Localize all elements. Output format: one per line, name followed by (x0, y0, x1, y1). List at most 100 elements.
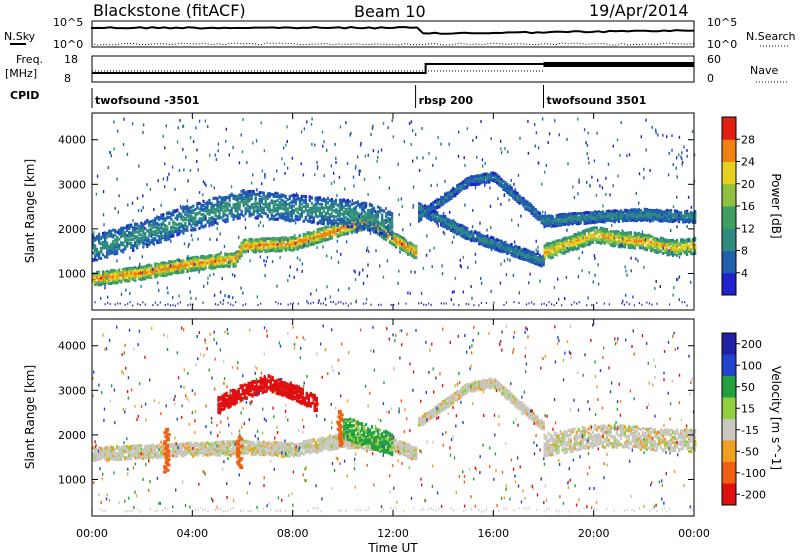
echo-cell (234, 197, 237, 201)
echo-cell (292, 219, 295, 223)
cpid-segment-label: twofsound -3501 (95, 94, 199, 107)
freq-tick-bottom: 8 (64, 72, 71, 85)
echo-cell (472, 236, 475, 240)
echo-cell (98, 282, 101, 286)
echo-cell (418, 218, 421, 222)
echo-cell (326, 206, 329, 210)
echo-cell (252, 205, 255, 209)
echo-cell (244, 244, 247, 248)
echo-cell (134, 276, 137, 280)
echo-cell (432, 213, 435, 217)
echo-cell (344, 199, 347, 203)
echo-cell (216, 209, 219, 213)
echo-cell (186, 267, 189, 271)
echo-cell (122, 248, 125, 252)
echo-cell (368, 213, 372, 216)
echo-cell (488, 238, 491, 241)
echo-cell (260, 238, 263, 242)
echo-cell (252, 192, 255, 196)
echo-cell (314, 233, 317, 237)
echo-cell (366, 228, 370, 232)
echo-cell (204, 266, 207, 270)
echo-cell (304, 244, 307, 248)
echo-cell (192, 258, 195, 262)
echo-cell (338, 228, 341, 232)
echo-cell (389, 217, 392, 221)
echo-cell (310, 239, 313, 243)
echo-cell (490, 242, 493, 246)
echo-cell (272, 245, 275, 249)
echo-cell (104, 238, 107, 242)
echo-cell (186, 263, 189, 267)
echo-cell (450, 229, 453, 232)
echo-cell (118, 273, 121, 277)
echo-cell (288, 218, 291, 222)
echo-cell (224, 253, 227, 257)
echo-cell (434, 210, 437, 214)
echo-cell (344, 202, 347, 206)
echo-cell (436, 217, 439, 221)
echo-cell (236, 255, 239, 259)
echo-cell (196, 205, 199, 209)
echo-cell (198, 207, 201, 211)
echo-cell (395, 238, 398, 242)
echo-cell (518, 252, 521, 256)
echo-cell (478, 231, 481, 235)
echo-cell (206, 255, 209, 259)
echo-cell (168, 261, 171, 265)
echo-cell (168, 230, 171, 234)
echo-cell (393, 241, 396, 245)
echo-cell (372, 220, 376, 223)
echo-cell (148, 224, 151, 228)
echo-cell (486, 239, 489, 243)
echo-cell (120, 273, 123, 277)
echo-cell (482, 234, 485, 238)
echo-cell (116, 271, 119, 275)
echo-cell (322, 228, 325, 232)
echo-cell (540, 260, 543, 264)
echo-cell (397, 237, 400, 241)
echo-cell (214, 214, 217, 217)
echo-cell (444, 215, 447, 219)
echo-cell (528, 249, 531, 253)
echo-cell (366, 225, 370, 228)
echo-cell (368, 223, 372, 227)
echo-cell (202, 204, 205, 207)
echo-cell (444, 200, 447, 204)
echo-cell (448, 226, 451, 230)
echo-cell (126, 234, 129, 237)
echo-cell (96, 282, 99, 286)
echo-cell (264, 249, 267, 253)
echo-cell (208, 212, 211, 216)
echo-cell (405, 239, 408, 243)
echo-cell (324, 202, 327, 206)
echo-cell (292, 209, 295, 213)
echo-cell (302, 234, 305, 238)
echo-cell (172, 226, 175, 229)
echo-cell (268, 249, 271, 253)
echo-cell (102, 276, 105, 280)
echo-cell (158, 237, 161, 241)
echo-cell (222, 218, 225, 222)
echo-cell (136, 267, 139, 271)
echo-cell (210, 217, 213, 221)
echo-cell (154, 263, 157, 267)
echo-cell (122, 241, 125, 245)
echo-cell (108, 234, 111, 238)
echo-cell (276, 247, 279, 251)
echo-cell (172, 261, 175, 265)
echo-cell (172, 260, 175, 264)
echo-cell (374, 216, 378, 220)
echo-cell (536, 260, 539, 264)
echo-cell (248, 191, 251, 195)
echo-cell (236, 194, 239, 198)
echo-cell (356, 203, 360, 207)
echo-cell (415, 252, 418, 256)
echo-cell (298, 234, 301, 238)
echo-cell (282, 207, 285, 211)
echo-cell (356, 225, 360, 229)
echo-cell (300, 213, 303, 216)
echo-cell (328, 218, 331, 222)
echo-cell (102, 240, 105, 244)
echo-cell (246, 246, 249, 250)
